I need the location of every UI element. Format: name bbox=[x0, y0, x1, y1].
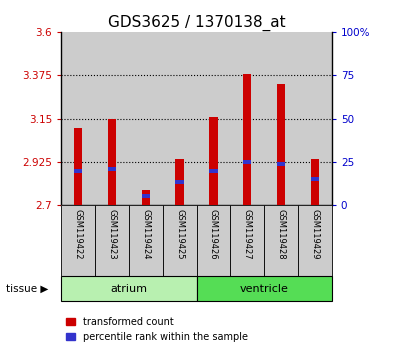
Bar bbox=[243, 160, 252, 164]
Bar bbox=[129, 205, 163, 276]
Text: GSM119425: GSM119425 bbox=[175, 209, 184, 259]
Text: tissue ▶: tissue ▶ bbox=[6, 284, 48, 293]
Bar bbox=[209, 117, 218, 205]
Text: GSM119424: GSM119424 bbox=[141, 209, 150, 259]
Bar bbox=[277, 162, 285, 166]
Bar bbox=[74, 169, 83, 173]
Text: GSM119423: GSM119423 bbox=[107, 209, 117, 259]
Bar bbox=[74, 128, 83, 205]
Bar bbox=[298, 205, 332, 276]
Bar bbox=[61, 205, 95, 276]
Bar bbox=[310, 177, 319, 181]
Text: GSM119422: GSM119422 bbox=[73, 209, 83, 259]
Bar bbox=[264, 205, 298, 276]
Text: GSM119426: GSM119426 bbox=[209, 209, 218, 259]
Text: GSM119427: GSM119427 bbox=[243, 209, 252, 259]
Bar bbox=[61, 32, 95, 205]
Bar bbox=[175, 180, 184, 184]
Text: GSM119429: GSM119429 bbox=[310, 209, 320, 259]
Bar bbox=[175, 159, 184, 205]
Bar bbox=[243, 74, 252, 205]
Text: GSM119428: GSM119428 bbox=[276, 209, 286, 259]
Bar bbox=[230, 32, 264, 205]
Bar bbox=[264, 32, 298, 205]
Bar bbox=[95, 205, 129, 276]
Bar bbox=[61, 276, 197, 301]
Title: GDS3625 / 1370138_at: GDS3625 / 1370138_at bbox=[108, 14, 285, 30]
Bar bbox=[141, 194, 150, 198]
Bar bbox=[95, 32, 129, 205]
Text: ventricle: ventricle bbox=[240, 284, 289, 293]
Bar bbox=[108, 167, 116, 171]
Bar bbox=[310, 159, 319, 205]
Bar bbox=[277, 84, 285, 205]
Bar bbox=[163, 32, 197, 205]
Bar bbox=[197, 205, 230, 276]
Bar bbox=[209, 169, 218, 173]
Text: atrium: atrium bbox=[110, 284, 147, 293]
Bar bbox=[163, 205, 197, 276]
Bar bbox=[108, 119, 116, 205]
Bar bbox=[298, 32, 332, 205]
Bar bbox=[129, 32, 163, 205]
Bar bbox=[141, 190, 150, 205]
Bar bbox=[197, 276, 332, 301]
Bar bbox=[230, 205, 264, 276]
Bar bbox=[197, 32, 230, 205]
Legend: transformed count, percentile rank within the sample: transformed count, percentile rank withi… bbox=[66, 317, 248, 342]
